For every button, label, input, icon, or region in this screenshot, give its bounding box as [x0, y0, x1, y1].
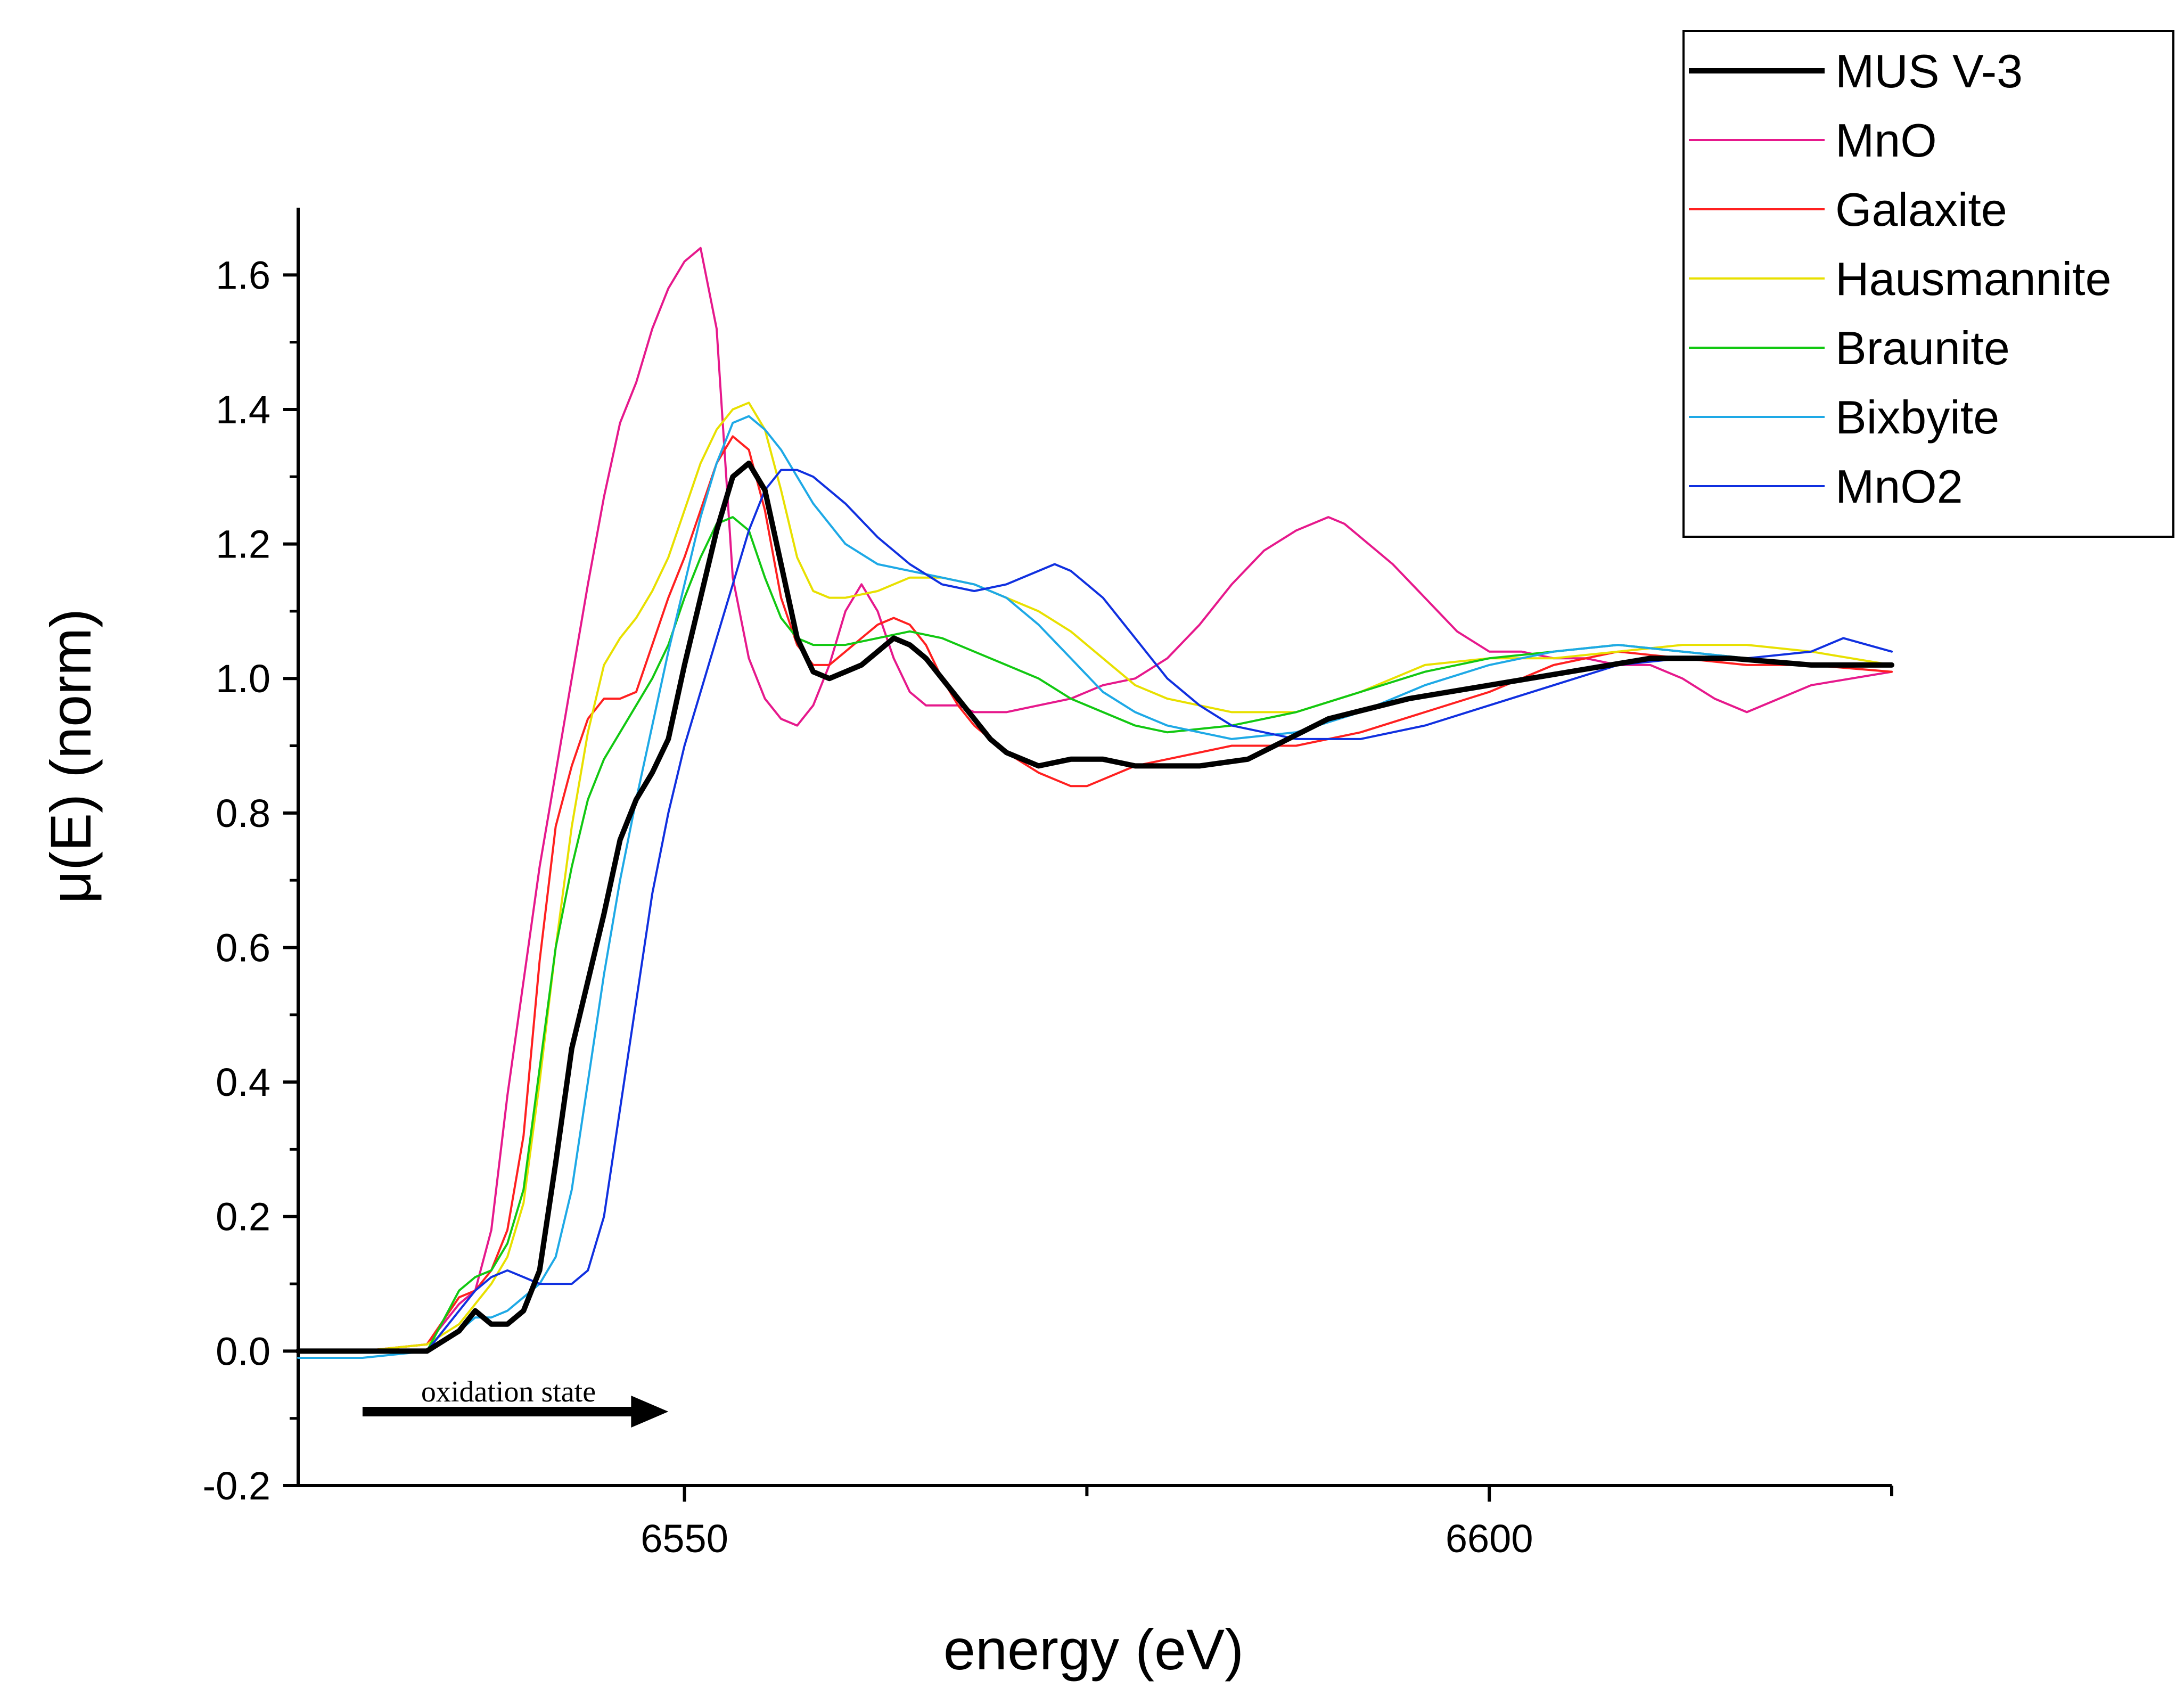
legend-label: MnO2 [1835, 460, 1963, 513]
y-tick-label: 0.4 [216, 1060, 270, 1104]
series-line-mus-v-3 [295, 461, 1894, 1354]
series-line-galaxite [297, 435, 1893, 1352]
y-axis-title: μ(E) (norm) [38, 609, 103, 904]
series-line-mno [297, 247, 1893, 1352]
legend-label: MUS V-3 [1835, 45, 2023, 97]
legend-label: Bixbyite [1835, 391, 1999, 444]
annotation-text: oxidation state [421, 1375, 596, 1408]
series-layer [295, 247, 1894, 1359]
legend: MUS V-3 MnO Galaxite Hausmannite Braunite Bix… [1682, 30, 2174, 538]
y-tick-label: 1.6 [216, 253, 270, 297]
series-line-mno2 [297, 469, 1893, 1352]
x-axis-title: energy (eV) [943, 1617, 1244, 1682]
x-tick-label: 6600 [1446, 1517, 1533, 1561]
axes: -0.2 0.0 0.2 0.4 0.6 0.8 1.0 1.2 1.4 1.6 6550 6600 [202, 208, 1893, 1561]
y-tick-label: 0.0 [216, 1329, 270, 1373]
y-tick-label: 1.4 [216, 388, 270, 432]
legend-label: Hausmannite [1835, 252, 2112, 305]
y-tick-label: 0.2 [216, 1195, 270, 1239]
y-tick-label: 0.8 [216, 791, 270, 835]
legend-label: MnO [1835, 114, 1937, 167]
annotation-arrow-head [631, 1396, 669, 1428]
annotation-layer: oxidation state [362, 1375, 669, 1428]
y-tick-label: 1.2 [216, 522, 270, 567]
legend-box [1682, 30, 2174, 538]
x-tick-label: 6550 [641, 1517, 728, 1561]
legend-label: Galaxite [1835, 183, 2007, 236]
y-tick-label: -0.2 [202, 1464, 270, 1508]
y-tick-label: 1.0 [216, 657, 270, 701]
series-line-braunite [297, 516, 1893, 1352]
y-tick-label: 0.6 [216, 925, 270, 970]
legend-label: Braunite [1835, 322, 2010, 374]
